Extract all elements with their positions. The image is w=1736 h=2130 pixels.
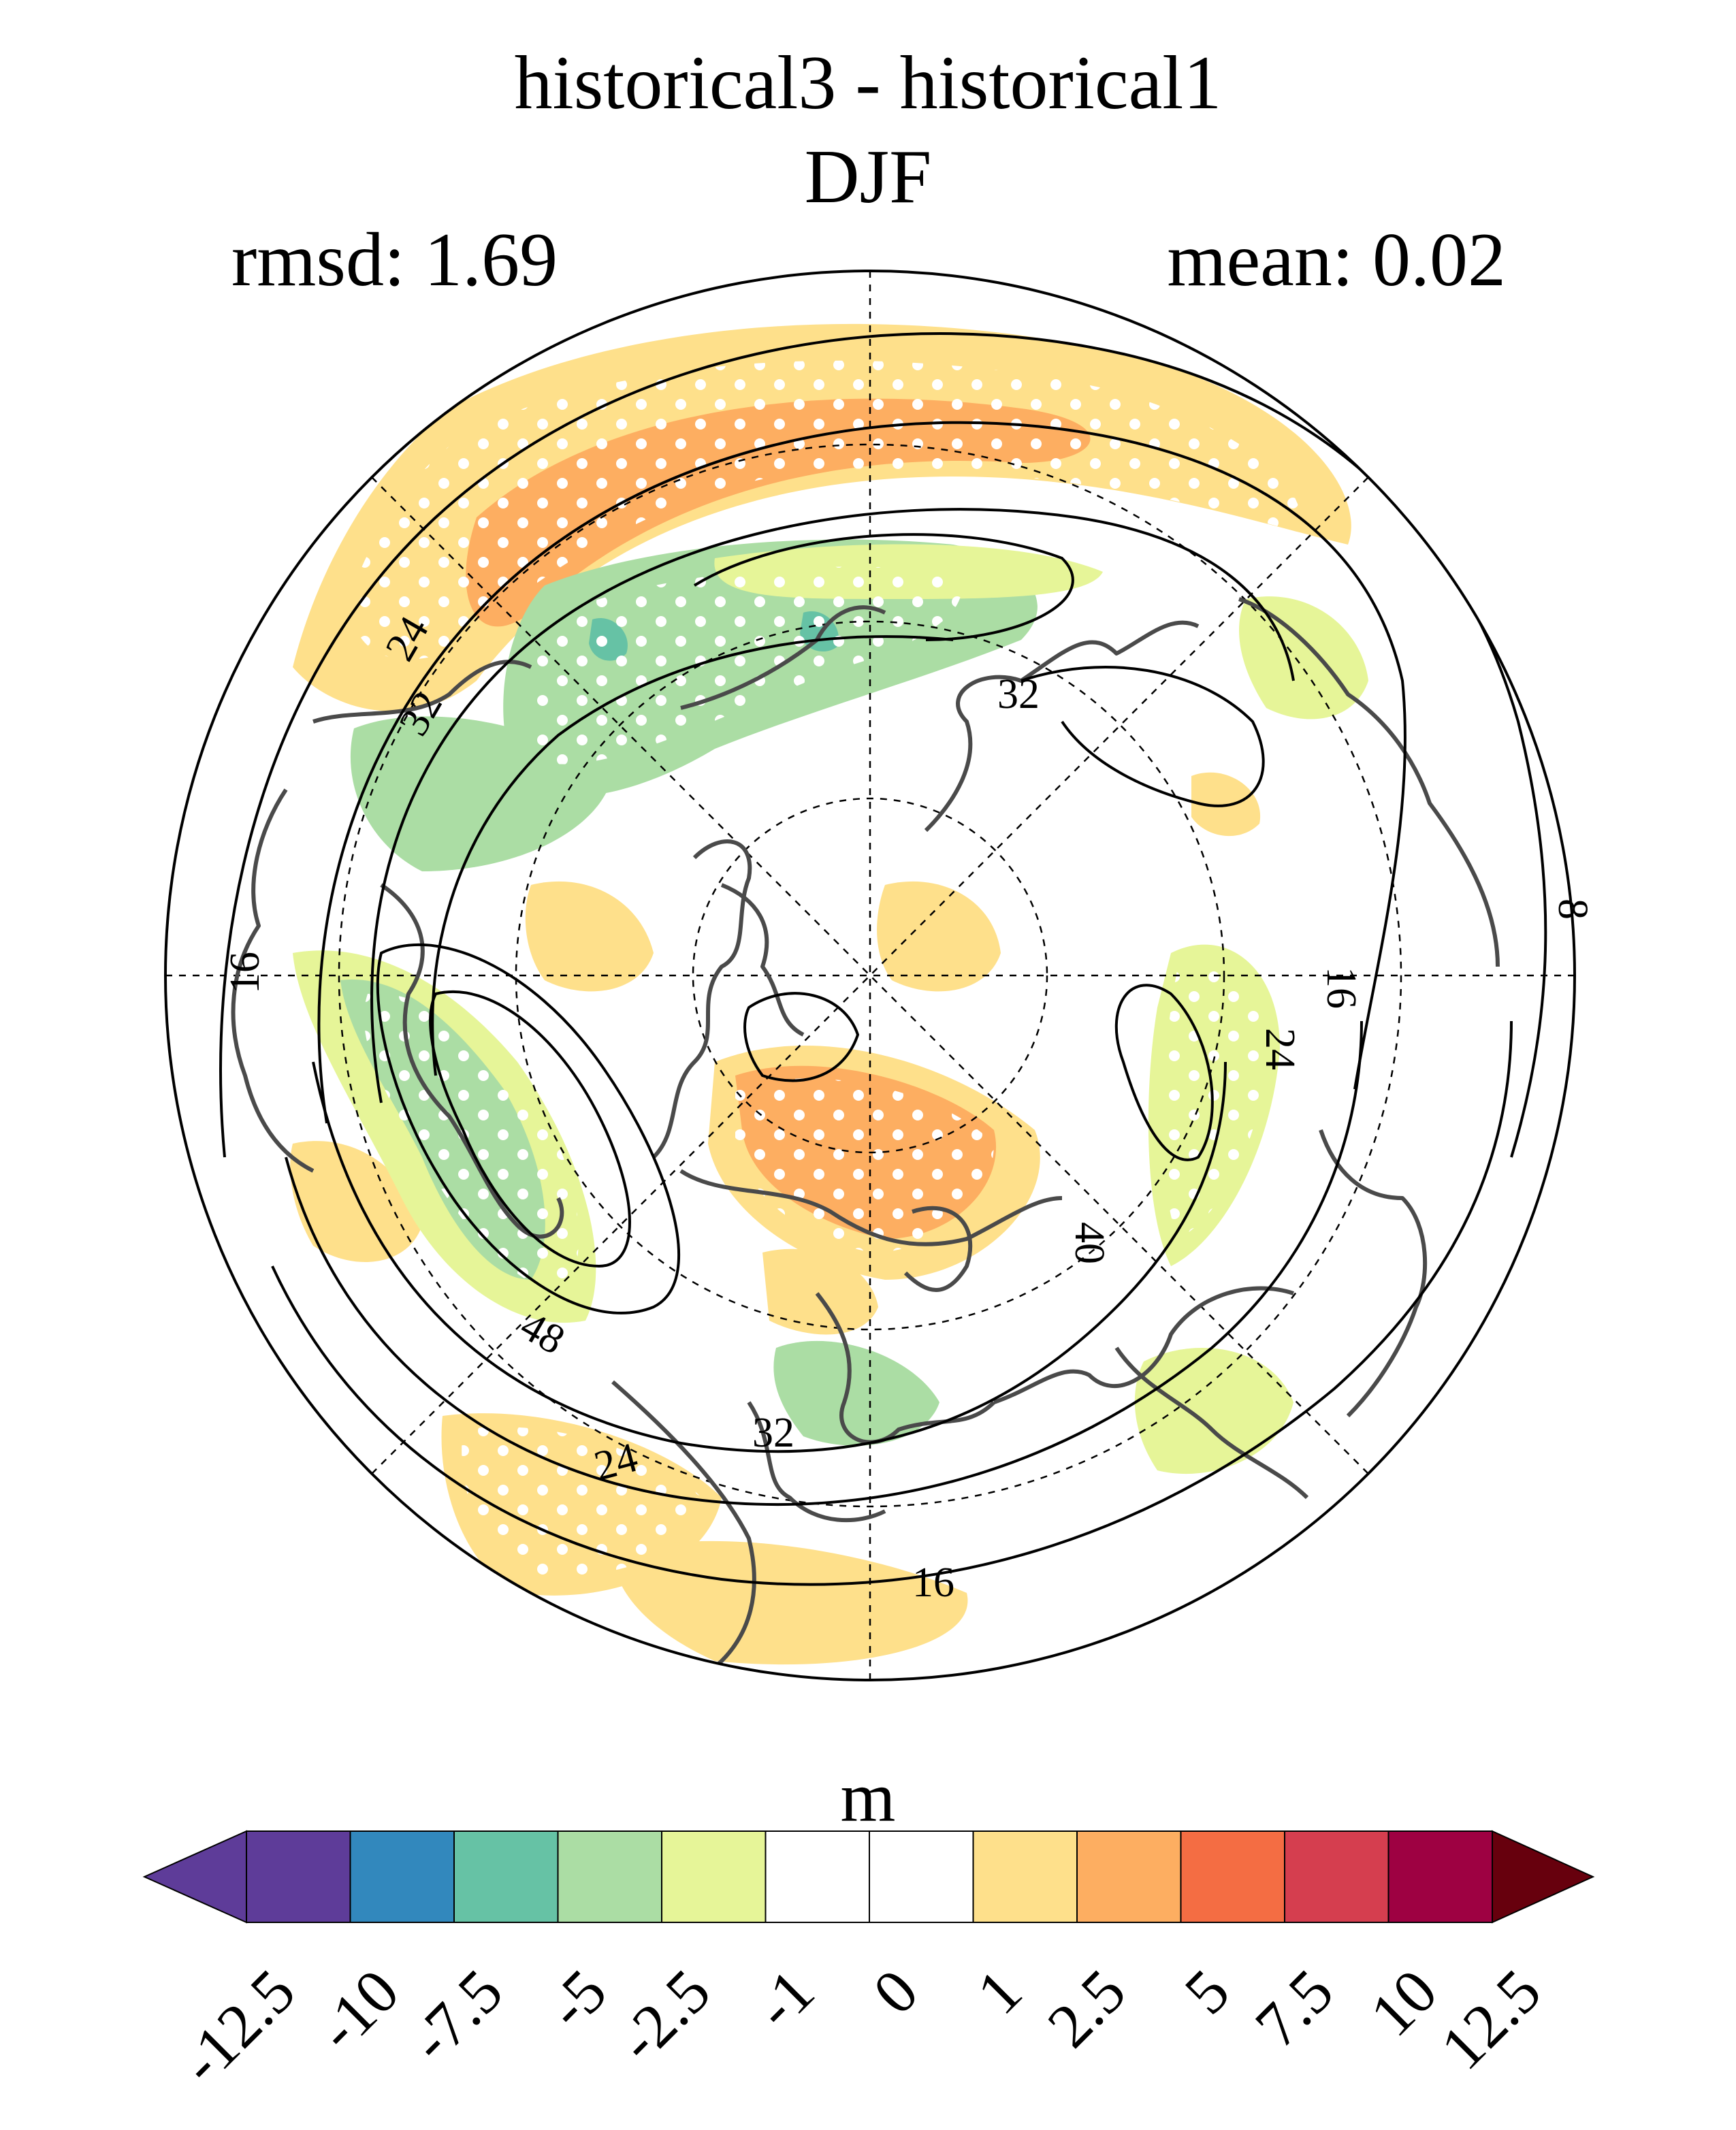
colorbar-tick-label: 1 (963, 1956, 1035, 2027)
colorbar-box (765, 1830, 870, 1923)
colorbar-tick-label: -2.5 (604, 1956, 723, 2075)
colorbar-tick-label: -1 (741, 1956, 827, 2042)
colorbar-box (1387, 1830, 1493, 1923)
graticule (165, 271, 1575, 1680)
rmsd-label: rmsd: 1.69 (231, 218, 558, 302)
contour-label: 16 (912, 1560, 954, 1606)
colorbar-box (453, 1830, 559, 1923)
colorbar-box (1076, 1830, 1182, 1923)
significance-stippling (351, 360, 1300, 1577)
mean-label: mean: 0.02 (1167, 218, 1506, 302)
colorbar-under-triangle (142, 1830, 247, 1924)
colorbar-tick-label: 5 (1171, 1956, 1242, 2027)
map-boundary (164, 270, 1576, 1681)
contour-label: 40 (1066, 1222, 1112, 1264)
contour-label: 32 (752, 1410, 794, 1456)
colorbar-tick-label: -12.5 (167, 1956, 308, 2097)
colorbar-box (557, 1830, 662, 1923)
plot-title: historical3 - historical1 (514, 41, 1222, 125)
colorbar-box (661, 1830, 767, 1923)
colorbar-tick-label: 7.5 (1242, 1956, 1346, 2060)
colorbar-tick-label: 12.5 (1428, 1956, 1554, 2082)
colorbar-tick-label: 0 (860, 1956, 931, 2027)
colorbar-boxes (246, 1830, 1493, 1923)
season-label: DJF (804, 135, 932, 219)
contour-label: 32 (997, 671, 1040, 717)
contour-label: 16 (222, 952, 268, 994)
contour-label: 24 (1257, 1028, 1303, 1070)
polar-map: 8 16 16 16 24 24 24 32 32 32 40 48 (164, 270, 1596, 1681)
colorbar-box (349, 1830, 455, 1923)
colorbar-tick-label: 2.5 (1034, 1956, 1138, 2060)
colorbar-box (1180, 1830, 1285, 1923)
colorbar-box (246, 1830, 351, 1923)
contour-label: 8 (1549, 899, 1596, 920)
colorbar-unit: m (840, 1758, 896, 1837)
contour-label: 16 (1318, 967, 1364, 1009)
colorbar-tick-label: -7.5 (396, 1956, 515, 2075)
colorbar-box (1284, 1830, 1389, 1923)
colorbar-box (972, 1830, 1078, 1923)
climatology-contours (219, 332, 1547, 1586)
colorbar-box (869, 1830, 974, 1923)
colorbar-tick-label: -10 (304, 1956, 412, 2064)
colorbar-over-triangle (1492, 1830, 1595, 1924)
coastlines (231, 597, 1500, 1673)
